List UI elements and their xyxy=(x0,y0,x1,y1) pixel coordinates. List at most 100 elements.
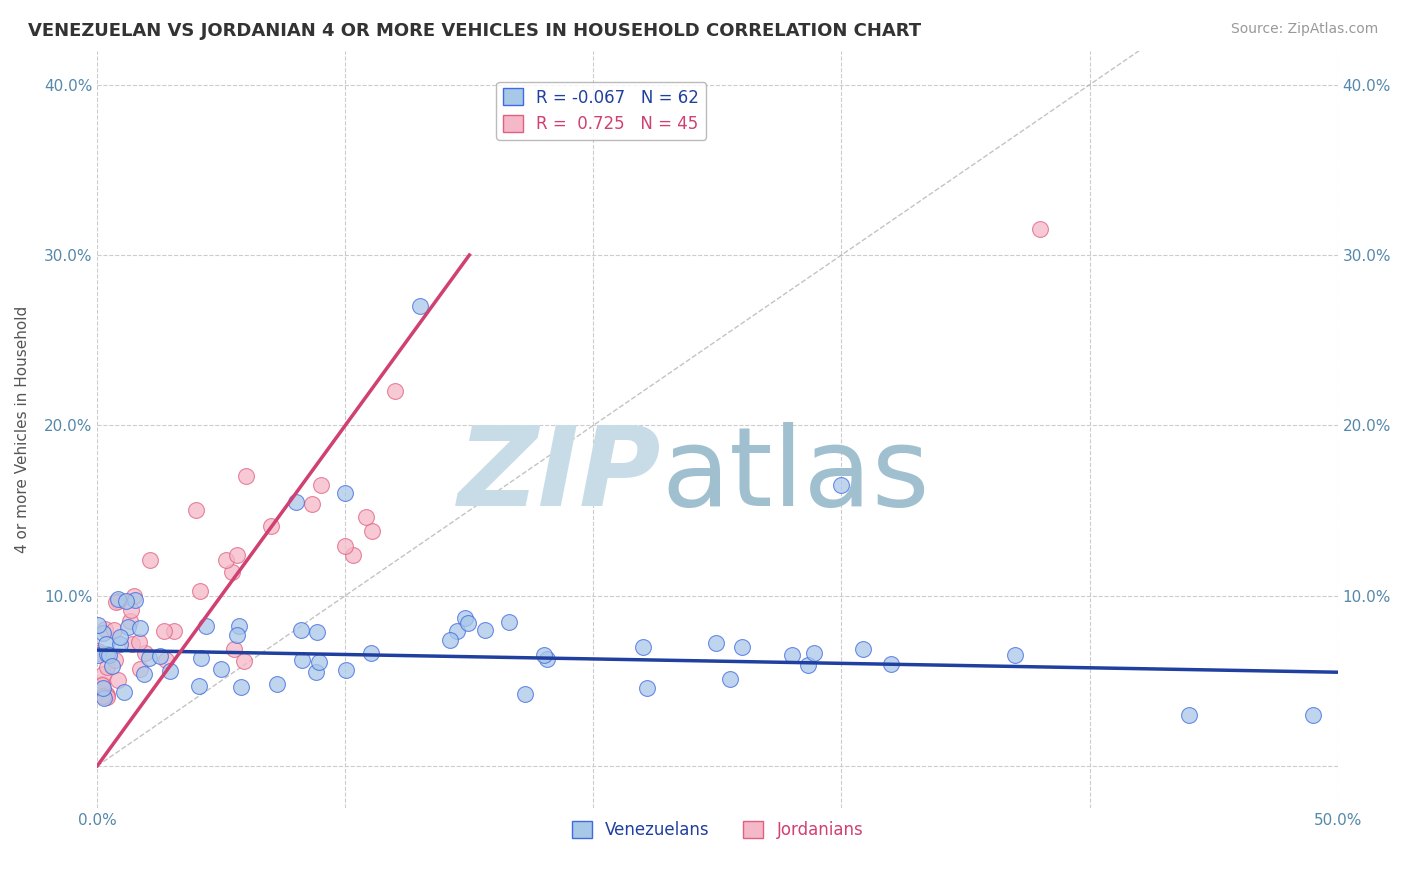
Point xyxy=(333,539,356,553)
Point xyxy=(221,565,243,579)
Point xyxy=(96,688,118,702)
Point xyxy=(880,657,903,671)
Point xyxy=(290,623,312,637)
Point xyxy=(104,595,127,609)
Legend: Venezuelans, Jordanians: Venezuelans, Jordanians xyxy=(565,814,870,846)
Point xyxy=(87,646,110,660)
Point xyxy=(87,648,110,662)
Point xyxy=(195,619,218,633)
Point xyxy=(235,469,257,483)
Point xyxy=(96,637,118,651)
Point xyxy=(110,630,132,644)
Point xyxy=(188,584,211,599)
Point xyxy=(631,640,654,654)
Point xyxy=(129,662,152,676)
Text: atlas: atlas xyxy=(662,422,931,529)
Point xyxy=(356,510,378,524)
Y-axis label: 4 or more Vehicles in Household: 4 or more Vehicles in Household xyxy=(15,306,30,553)
Point xyxy=(96,647,118,661)
Point xyxy=(93,681,115,696)
Point xyxy=(91,666,114,681)
Point xyxy=(98,648,121,663)
Point xyxy=(139,553,162,567)
Point xyxy=(107,673,129,687)
Point xyxy=(93,690,115,705)
Point xyxy=(731,640,754,654)
Point xyxy=(290,652,312,666)
Point xyxy=(335,486,357,500)
Point xyxy=(215,552,238,566)
Point xyxy=(112,685,135,699)
Point xyxy=(103,624,125,638)
Point xyxy=(132,666,155,681)
Point xyxy=(108,637,131,651)
Point xyxy=(307,624,329,639)
Text: VENEZUELAN VS JORDANIAN 4 OR MORE VEHICLES IN HOUSEHOLD CORRELATION CHART: VENEZUELAN VS JORDANIAN 4 OR MORE VEHICL… xyxy=(28,22,921,40)
Point xyxy=(1178,707,1201,722)
Point xyxy=(409,299,432,313)
Point xyxy=(704,636,727,650)
Point xyxy=(149,649,172,664)
Point xyxy=(498,615,520,630)
Point xyxy=(121,637,143,651)
Point xyxy=(305,665,328,680)
Point xyxy=(91,626,114,640)
Point xyxy=(360,646,382,660)
Point xyxy=(384,384,406,399)
Point xyxy=(446,624,468,639)
Point xyxy=(284,495,307,509)
Point xyxy=(226,548,249,562)
Point xyxy=(454,611,477,625)
Point xyxy=(87,644,110,658)
Point xyxy=(107,592,129,607)
Point xyxy=(209,661,232,675)
Point xyxy=(190,651,212,665)
Point xyxy=(90,677,112,691)
Point xyxy=(231,680,253,694)
Point xyxy=(93,622,115,636)
Point xyxy=(118,615,141,629)
Text: ZIP: ZIP xyxy=(458,422,662,529)
Point xyxy=(803,646,825,660)
Point xyxy=(830,478,852,492)
Point xyxy=(308,656,330,670)
Point xyxy=(515,687,537,701)
Point xyxy=(122,589,145,603)
Point xyxy=(155,653,177,667)
Point xyxy=(1302,707,1324,722)
Point xyxy=(301,497,323,511)
Point xyxy=(852,641,875,656)
Point xyxy=(474,623,496,637)
Point xyxy=(101,659,124,673)
Point xyxy=(309,478,332,492)
Point xyxy=(138,650,160,665)
Point xyxy=(636,681,658,695)
Point xyxy=(163,624,186,639)
Point xyxy=(1004,648,1026,663)
Point xyxy=(533,648,555,663)
Point xyxy=(117,620,139,634)
Point xyxy=(780,648,803,663)
Point xyxy=(159,665,181,679)
Point xyxy=(796,658,818,673)
Point xyxy=(335,663,357,677)
Point xyxy=(536,651,558,665)
Point xyxy=(342,549,364,563)
Point xyxy=(86,685,108,699)
Point xyxy=(107,593,129,607)
Point xyxy=(186,503,208,517)
Point xyxy=(91,689,114,703)
Point xyxy=(439,633,461,648)
Point xyxy=(134,646,156,660)
Point xyxy=(222,642,245,657)
Point xyxy=(96,690,118,704)
Point xyxy=(152,624,174,638)
Point xyxy=(91,678,114,692)
Point xyxy=(1029,222,1052,236)
Point xyxy=(115,594,138,608)
Point xyxy=(128,634,150,648)
Point xyxy=(457,616,479,631)
Point xyxy=(228,618,250,632)
Point xyxy=(124,593,146,607)
Point xyxy=(103,653,125,667)
